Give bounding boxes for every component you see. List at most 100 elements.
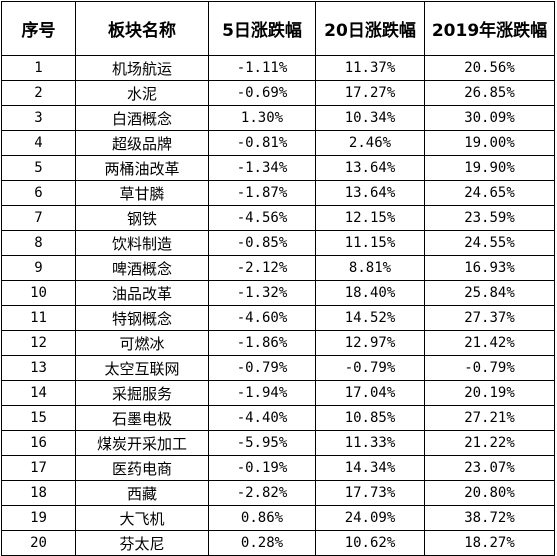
cell-2019-change: 27.37% bbox=[424, 305, 555, 331]
table-row: 13 太空互联网 -0.79% -0.79% -0.79% bbox=[1, 355, 555, 381]
cell-20day-change: 11.15% bbox=[315, 230, 425, 256]
cell-index: 18 bbox=[1, 480, 76, 506]
table-row: 11 特钢概念 -4.60% 14.52% 27.37% bbox=[1, 305, 555, 331]
cell-2019-change: 23.59% bbox=[424, 205, 555, 231]
table-row: 16 煤炭开采加工 -5.95% 11.33% 21.22% bbox=[1, 430, 555, 456]
cell-index: 4 bbox=[1, 130, 76, 156]
cell-5day-change: -0.79% bbox=[208, 355, 316, 381]
cell-index: 17 bbox=[1, 455, 76, 481]
cell-5day-change: -1.11% bbox=[208, 55, 316, 81]
table-row: 6 草甘膦 -1.87% 13.64% 24.65% bbox=[1, 180, 555, 206]
cell-index: 13 bbox=[1, 355, 76, 381]
cell-sector-name: 石墨电极 bbox=[75, 405, 209, 431]
cell-20day-change: 12.97% bbox=[315, 330, 425, 356]
table-row: 15 石墨电极 -4.40% 10.85% 27.21% bbox=[1, 405, 555, 431]
header-index: 序号 bbox=[1, 1, 76, 56]
cell-20day-change: 8.81% bbox=[315, 255, 425, 281]
cell-20day-change: -0.79% bbox=[315, 355, 425, 381]
cell-index: 19 bbox=[1, 505, 76, 531]
cell-5day-change: -1.32% bbox=[208, 280, 316, 306]
table-row: 10 油品改革 -1.32% 18.40% 25.84% bbox=[1, 280, 555, 306]
table-row: 20 芬太尼 0.28% 10.62% 18.27% bbox=[1, 530, 555, 556]
cell-2019-change: 20.56% bbox=[424, 55, 555, 81]
table-header: 序号 板块名称 5日涨跌幅 20日涨跌幅 2019年涨跌幅 bbox=[1, 1, 555, 56]
cell-2019-change: 23.07% bbox=[424, 455, 555, 481]
cell-index: 9 bbox=[1, 255, 76, 281]
table-row: 18 西藏 -2.82% 17.73% 20.80% bbox=[1, 480, 555, 506]
cell-5day-change: -5.95% bbox=[208, 430, 316, 456]
cell-20day-change: 12.15% bbox=[315, 205, 425, 231]
cell-20day-change: 14.34% bbox=[315, 455, 425, 481]
cell-20day-change: 10.85% bbox=[315, 405, 425, 431]
cell-index: 14 bbox=[1, 380, 76, 406]
cell-sector-name: 芬太尼 bbox=[75, 530, 209, 556]
cell-sector-name: 西藏 bbox=[75, 480, 209, 506]
cell-20day-change: 2.46% bbox=[315, 130, 425, 156]
table-row: 7 钢铁 -4.56% 12.15% 23.59% bbox=[1, 205, 555, 231]
cell-5day-change: -1.34% bbox=[208, 155, 316, 181]
table-row: 14 采掘服务 -1.94% 17.04% 20.19% bbox=[1, 380, 555, 406]
table-row: 3 白酒概念 1.30% 10.34% 30.09% bbox=[1, 105, 555, 131]
cell-index: 15 bbox=[1, 405, 76, 431]
cell-20day-change: 14.52% bbox=[315, 305, 425, 331]
cell-sector-name: 采掘服务 bbox=[75, 380, 209, 406]
table-row: 1 机场航运 -1.11% 11.37% 20.56% bbox=[1, 55, 555, 81]
cell-20day-change: 17.27% bbox=[315, 80, 425, 106]
header-row: 序号 板块名称 5日涨跌幅 20日涨跌幅 2019年涨跌幅 bbox=[1, 1, 555, 56]
cell-2019-change: 24.65% bbox=[424, 180, 555, 206]
cell-5day-change: -4.56% bbox=[208, 205, 316, 231]
cell-5day-change: -0.85% bbox=[208, 230, 316, 256]
cell-sector-name: 钢铁 bbox=[75, 205, 209, 231]
cell-sector-name: 水泥 bbox=[75, 80, 209, 106]
cell-2019-change: 19.90% bbox=[424, 155, 555, 181]
header-2019-change: 2019年涨跌幅 bbox=[424, 1, 555, 56]
cell-2019-change: 30.09% bbox=[424, 105, 555, 131]
cell-index: 6 bbox=[1, 180, 76, 206]
table-row: 4 超级品牌 -0.81% 2.46% 19.00% bbox=[1, 130, 555, 156]
cell-5day-change: -0.81% bbox=[208, 130, 316, 156]
cell-20day-change: 17.73% bbox=[315, 480, 425, 506]
header-5day-change: 5日涨跌幅 bbox=[208, 1, 316, 56]
cell-5day-change: -4.60% bbox=[208, 305, 316, 331]
table-row: 2 水泥 -0.69% 17.27% 26.85% bbox=[1, 80, 555, 106]
cell-sector-name: 超级品牌 bbox=[75, 130, 209, 156]
header-sector-name: 板块名称 bbox=[75, 1, 209, 56]
cell-5day-change: -2.12% bbox=[208, 255, 316, 281]
cell-index: 12 bbox=[1, 330, 76, 356]
cell-index: 16 bbox=[1, 430, 76, 456]
cell-sector-name: 医药电商 bbox=[75, 455, 209, 481]
table-row: 19 大飞机 0.86% 24.09% 38.72% bbox=[1, 505, 555, 531]
cell-sector-name: 两桶油改革 bbox=[75, 155, 209, 181]
cell-sector-name: 油品改革 bbox=[75, 280, 209, 306]
cell-5day-change: -1.86% bbox=[208, 330, 316, 356]
table-row: 12 可燃冰 -1.86% 12.97% 21.42% bbox=[1, 330, 555, 356]
table-row: 8 饮料制造 -0.85% 11.15% 24.55% bbox=[1, 230, 555, 256]
cell-2019-change: 24.55% bbox=[424, 230, 555, 256]
cell-index: 20 bbox=[1, 530, 76, 556]
cell-2019-change: 16.93% bbox=[424, 255, 555, 281]
cell-sector-name: 白酒概念 bbox=[75, 105, 209, 131]
cell-5day-change: 0.86% bbox=[208, 505, 316, 531]
cell-2019-change: 20.19% bbox=[424, 380, 555, 406]
cell-sector-name: 草甘膦 bbox=[75, 180, 209, 206]
cell-20day-change: 24.09% bbox=[315, 505, 425, 531]
cell-5day-change: 0.28% bbox=[208, 530, 316, 556]
cell-2019-change: 21.22% bbox=[424, 430, 555, 456]
cell-2019-change: 18.27% bbox=[424, 530, 555, 556]
cell-sector-name: 特钢概念 bbox=[75, 305, 209, 331]
header-20day-change: 20日涨跌幅 bbox=[315, 1, 425, 56]
cell-index: 8 bbox=[1, 230, 76, 256]
cell-2019-change: -0.79% bbox=[424, 355, 555, 381]
cell-2019-change: 21.42% bbox=[424, 330, 555, 356]
cell-index: 5 bbox=[1, 155, 76, 181]
cell-20day-change: 10.34% bbox=[315, 105, 425, 131]
cell-5day-change: -2.82% bbox=[208, 480, 316, 506]
cell-2019-change: 26.85% bbox=[424, 80, 555, 106]
cell-20day-change: 13.64% bbox=[315, 180, 425, 206]
cell-sector-name: 啤酒概念 bbox=[75, 255, 209, 281]
cell-20day-change: 13.64% bbox=[315, 155, 425, 181]
cell-5day-change: -4.40% bbox=[208, 405, 316, 431]
cell-20day-change: 17.04% bbox=[315, 380, 425, 406]
